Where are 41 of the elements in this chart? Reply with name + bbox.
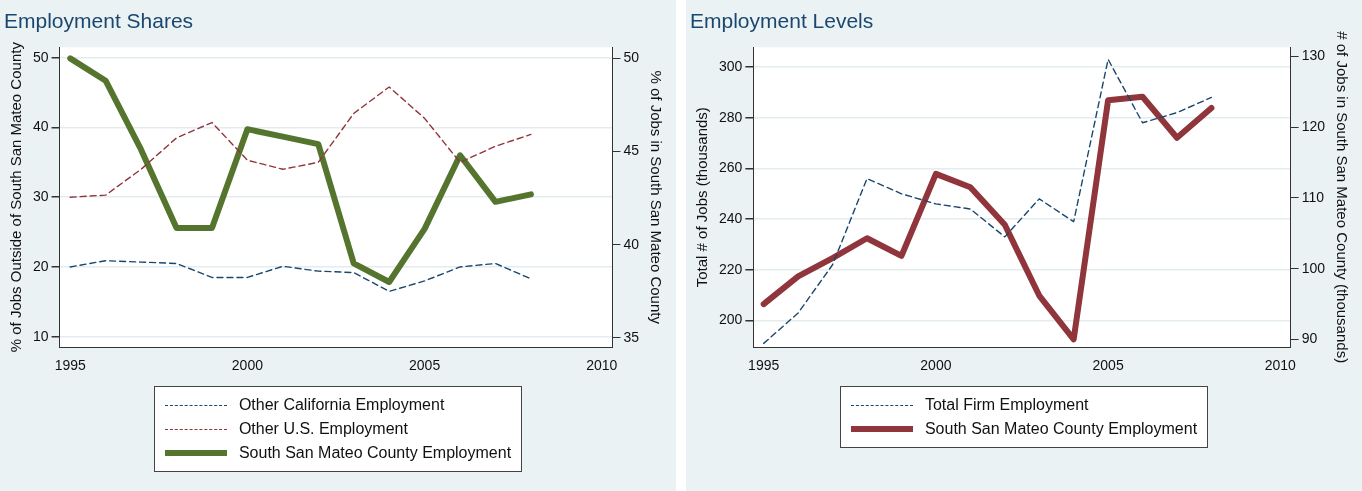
x-tick-label: 1995 [748,357,780,374]
y-tick-label: 30 [32,188,49,205]
y-tick-label: 40 [32,118,49,135]
x-tick-label: 2010 [586,357,618,374]
y-tick-label: 220 [719,260,743,277]
legend-label: Other California Employment [238,396,445,414]
y2-axis-title: # of Jobs in South San Mateo County (thousands) [1333,31,1351,364]
y2-tick-label: 120 [1301,118,1326,135]
legend-label: Other U.S. Employment [238,420,408,438]
y-axis-title: % of Jobs Outside of South San Mateo County [7,41,25,353]
x-tick-label: 2000 [231,357,264,374]
y-tick-label: 20 [32,257,49,274]
x-tick-label: 2005 [1092,357,1124,374]
x-tick-label: 2000 [920,357,952,374]
chart-title: Employment Shares [4,9,194,33]
y-tick-label: 50 [32,48,49,65]
y2-tick-label: 110 [1301,188,1325,205]
y2-axis-title: % of Jobs in South San Mateo County [647,70,665,325]
line-series [69,259,532,293]
y-tick-label: 300 [719,57,743,74]
y2-tick-label: 100 [1301,259,1326,276]
y-tick-label: 260 [719,159,743,176]
y2-tick-label: 40 [623,235,640,252]
legend-label: South San Mateo County Employment [238,444,512,462]
y2-tick-label: 35 [623,328,640,345]
y-axis-title: Total # of Jobs (thousands) [693,107,711,288]
y-tick-label: 280 [719,108,743,125]
x-tick-label: 2010 [1264,357,1297,374]
y-tick-label: 10 [32,327,49,344]
legend-label: South San Mateo County Employment [924,420,1198,438]
chart-title: Employment Levels [690,9,874,33]
y-tick-label: 200 [719,311,743,328]
line-series [69,86,532,198]
y2-tick-label: 90 [1301,330,1318,347]
y2-tick-label: 45 [623,142,640,159]
legend-label: Total Firm Employment [924,396,1089,414]
x-tick-label: 1995 [54,357,86,374]
y2-tick-label: 50 [623,49,640,66]
y2-tick-label: 130 [1301,47,1326,64]
y-tick-label: 240 [719,210,743,226]
x-tick-label: 2005 [409,357,441,374]
